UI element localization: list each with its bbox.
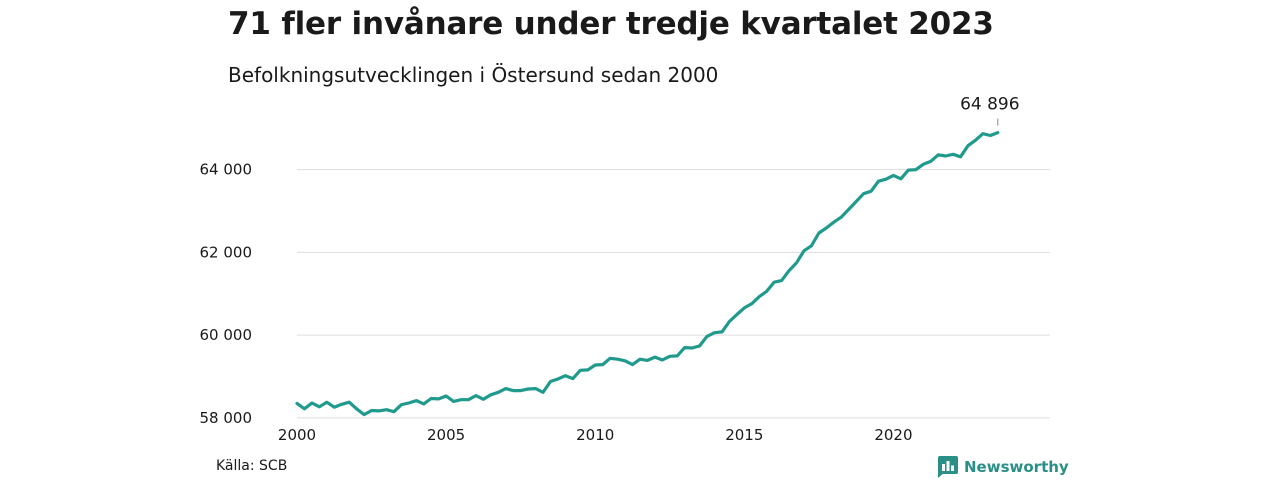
end-value-label: 64 896 [960,95,1019,115]
series-line [295,131,1000,417]
y-tick-label: 58 000 [200,409,253,427]
y-tick-label: 62 000 [200,243,253,261]
chart-title: 71 fler invånare under tredje kvartalet … [228,6,994,42]
y-tick-label: 60 000 [200,326,253,344]
x-tick-label: 2000 [278,426,316,444]
x-tick-label: 2010 [576,426,614,444]
y-tick-label: 64 000 [200,161,253,179]
x-tick-label: 2020 [874,426,912,444]
x-tick-label: 2015 [725,426,763,444]
newsworthy-logo-icon [938,456,958,478]
chart-subtitle: Befolkningsutvecklingen i Östersund seda… [228,63,719,87]
x-tick-label: 2005 [427,426,465,444]
brand-name: Newsworthy [964,458,1069,476]
source-note: Källa: SCB [216,458,288,474]
brand-logo: Newsworthy [938,456,1069,478]
